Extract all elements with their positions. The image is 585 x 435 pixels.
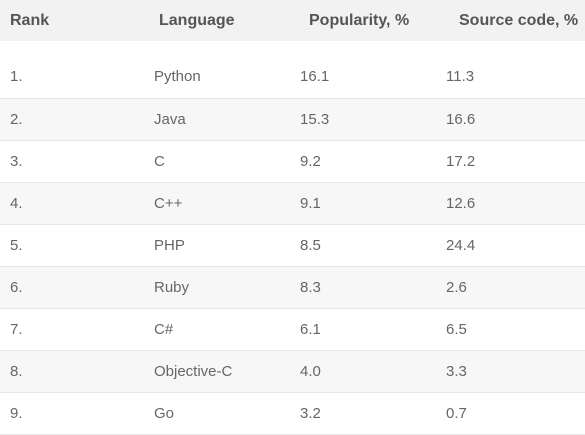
- cell-language: C: [154, 152, 165, 170]
- header-popularity[interactable]: Popularity, %: [309, 11, 410, 29]
- cell-source-code: 0.7: [446, 404, 467, 422]
- cell-popularity: 9.1: [300, 194, 321, 212]
- header-spacer: [0, 41, 585, 56]
- table-row: 2. Java 15.3 16.6: [0, 98, 585, 140]
- cell-source-code: 6.5: [446, 320, 467, 338]
- cell-popularity: 8.5: [300, 236, 321, 254]
- table-header-row: Rank Language Popularity, % Source code,…: [0, 0, 585, 41]
- table-row: 1. Python 16.1 11.3: [0, 56, 585, 98]
- cell-source-code: 16.6: [446, 110, 476, 128]
- cell-source-code: 12.6: [446, 194, 476, 212]
- cell-language: Go: [154, 404, 175, 422]
- cell-rank: 8.: [10, 362, 23, 380]
- cell-language: PHP: [154, 236, 185, 254]
- cell-language: Objective-C: [154, 362, 233, 380]
- cell-language: Java: [154, 110, 186, 128]
- cell-rank: 2.: [10, 110, 23, 128]
- cell-rank: 5.: [10, 236, 23, 254]
- cell-language: C#: [154, 320, 174, 338]
- cell-popularity: 4.0: [300, 362, 321, 380]
- cell-popularity: 3.2: [300, 404, 321, 422]
- cell-rank: 1.: [10, 68, 23, 86]
- header-source-code[interactable]: Source code, %: [459, 11, 579, 29]
- cell-language: Python: [154, 68, 201, 86]
- cell-popularity: 8.3: [300, 278, 321, 296]
- cell-rank: 3.: [10, 152, 23, 170]
- table-row: 6. Ruby 8.3 2.6: [0, 266, 585, 308]
- cell-popularity: 6.1: [300, 320, 321, 338]
- table-row: 8. Objective-C 4.0 3.3: [0, 350, 585, 392]
- cell-popularity: 9.2: [300, 152, 321, 170]
- header-language[interactable]: Language: [159, 11, 235, 29]
- cell-source-code: 24.4: [446, 236, 476, 254]
- table-row: 9. Go 3.2 0.7: [0, 392, 585, 434]
- cell-source-code: 3.3: [446, 362, 467, 380]
- cell-source-code: 2.6: [446, 278, 467, 296]
- table-row: 7. C# 6.1 6.5: [0, 308, 585, 350]
- cell-rank: 7.: [10, 320, 23, 338]
- table-row: 5. PHP 8.5 24.4: [0, 224, 585, 266]
- table-row: 4. C++ 9.1 12.6: [0, 182, 585, 224]
- cell-source-code: 11.3: [446, 68, 475, 86]
- table-row: 3. C 9.2 17.2: [0, 140, 585, 182]
- header-rank[interactable]: Rank: [10, 11, 50, 29]
- cell-source-code: 17.2: [446, 152, 476, 170]
- cell-rank: 4.: [10, 194, 23, 212]
- cell-rank: 6.: [10, 278, 23, 296]
- cell-popularity: 16.1: [300, 68, 330, 86]
- cell-rank: 9.: [10, 404, 23, 422]
- cell-language: Ruby: [154, 278, 190, 296]
- cell-popularity: 15.3: [300, 110, 330, 128]
- cell-language: C++: [154, 194, 183, 212]
